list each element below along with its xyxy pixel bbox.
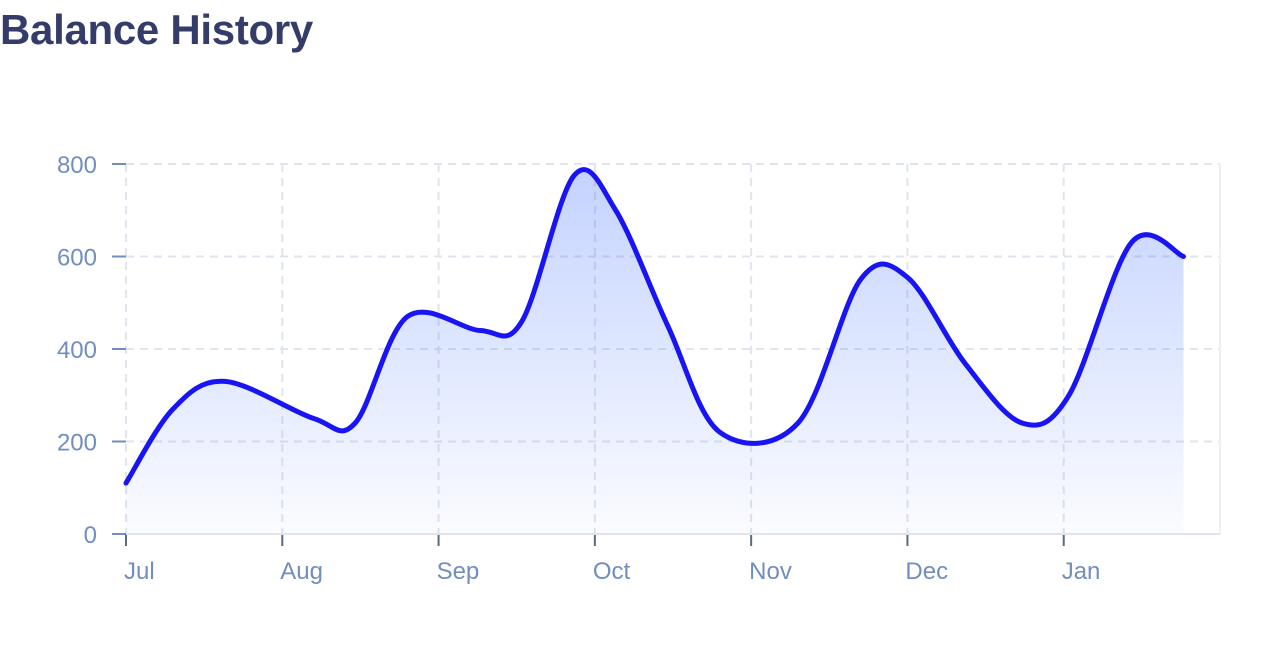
chart-line-layer [123, 167, 1186, 486]
x-tick-label: Aug [280, 558, 323, 585]
balance-line [123, 167, 1186, 486]
x-tick-label: Oct [593, 558, 631, 585]
x-tick-label: Sep [437, 558, 480, 585]
x-tick-label: Dec [905, 558, 948, 585]
y-tick-label: 600 [57, 245, 97, 272]
x-tick-label: Jan [1062, 558, 1101, 585]
x-tick-label: Nov [749, 558, 792, 585]
chart-area-layer [126, 169, 1184, 534]
balance-area-fill [126, 169, 1184, 534]
y-tick-label: 0 [84, 522, 97, 549]
y-tick-label: 800 [57, 152, 97, 179]
page-title: Balance History [0, 6, 313, 53]
y-tick-label: 200 [57, 430, 97, 457]
x-tick-label: Jul [124, 558, 155, 585]
chart-axes: 0 200 400 600 800 Jul Aug Sep Oct Nov Dec Jan [57, 152, 1220, 585]
y-tick-label: 400 [57, 337, 97, 364]
